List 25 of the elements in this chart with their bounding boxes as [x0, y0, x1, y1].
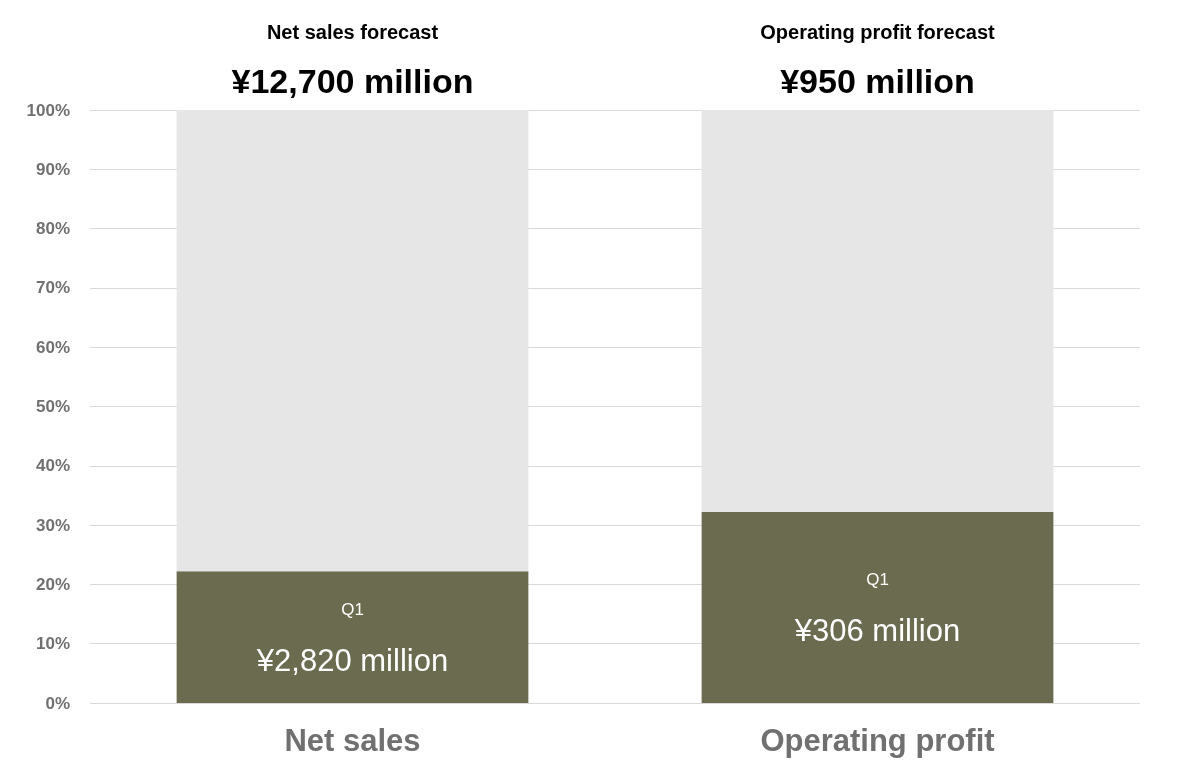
y-tick-label: 10% — [35, 634, 70, 654]
series-label: Q1 — [341, 599, 364, 619]
y-tick-label: 90% — [35, 159, 70, 179]
annotation: ¥950 million — [780, 62, 975, 100]
bar — [701, 512, 1054, 703]
y-tick-label: 100% — [26, 100, 70, 120]
x-tick-label: Net sales — [284, 723, 421, 758]
y-tick-label: 60% — [35, 337, 70, 357]
text: Q1 — [866, 570, 889, 590]
text: Net sales forecast — [266, 21, 439, 43]
bar — [701, 110, 1054, 513]
x-tick-label: Operating profit — [760, 723, 995, 758]
bar — [176, 571, 529, 703]
text: Operating profit forecast — [760, 21, 996, 43]
annotation: ¥2,820 million — [255, 642, 449, 678]
annotation: ¥306 million — [793, 613, 961, 649]
y-tick-label: 50% — [35, 397, 70, 416]
y-tick-label: 30% — [35, 515, 70, 535]
annotation: ¥12,700 million — [231, 62, 474, 100]
y-tick-label: 40% — [35, 456, 70, 476]
y-tick-label: 80% — [35, 219, 70, 239]
y-tick-label: 20% — [35, 574, 70, 594]
y-tick-label: 70% — [35, 278, 70, 298]
bar — [176, 110, 529, 572]
y-tick-label: 0% — [45, 693, 70, 713]
